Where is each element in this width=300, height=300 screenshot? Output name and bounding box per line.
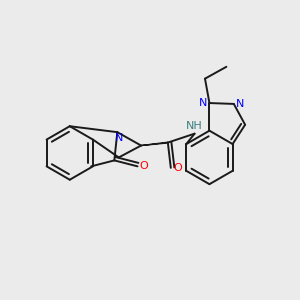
Text: N: N	[236, 99, 244, 109]
Polygon shape	[141, 142, 168, 146]
Text: NH: NH	[186, 121, 203, 131]
Text: O: O	[140, 161, 148, 171]
Text: N: N	[199, 98, 207, 108]
Text: O: O	[173, 163, 182, 173]
Text: N: N	[115, 133, 123, 142]
